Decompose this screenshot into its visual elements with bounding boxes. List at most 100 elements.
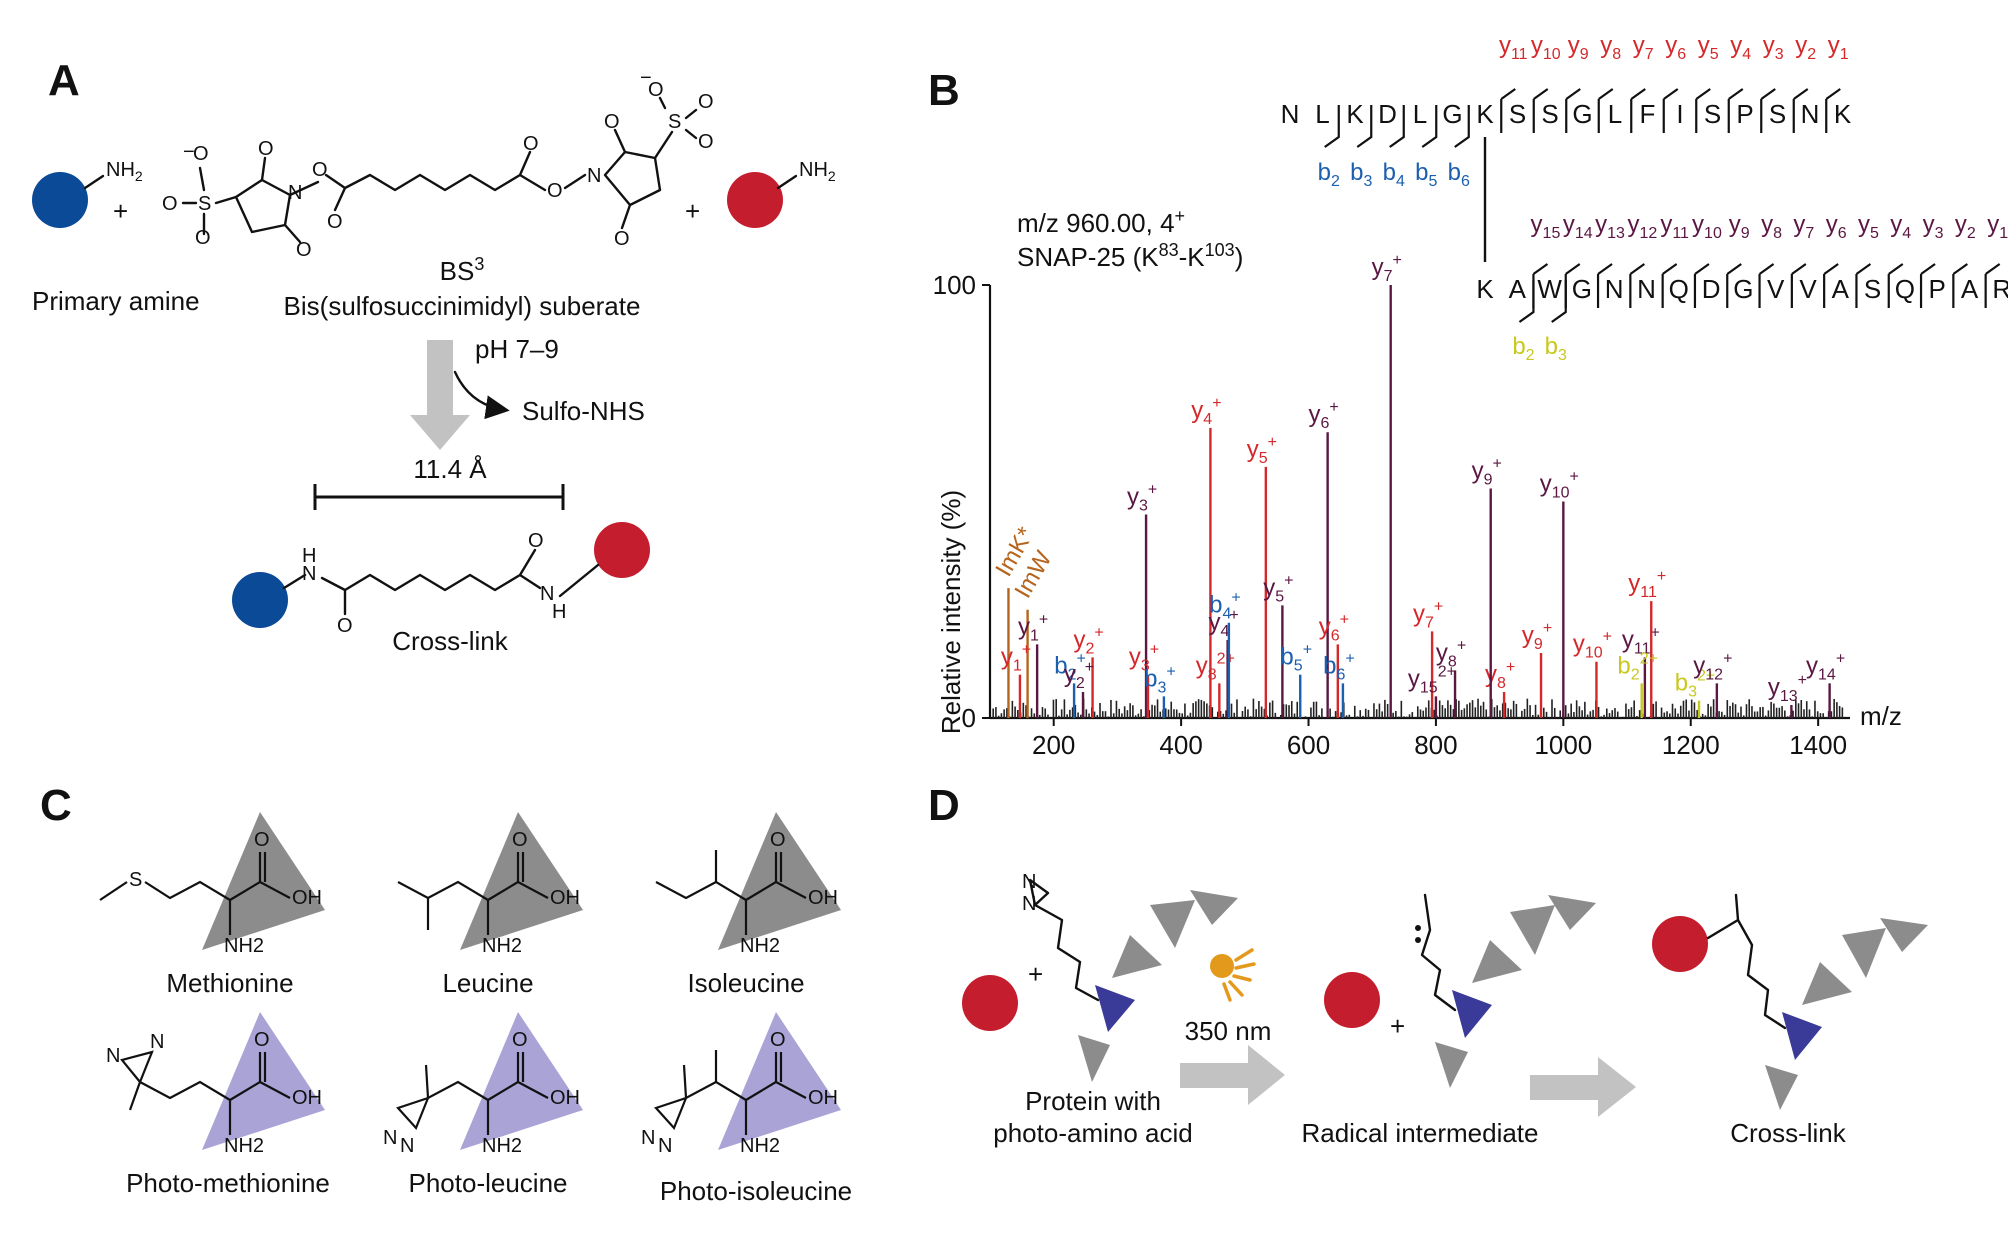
peak-label: y3+ — [1127, 481, 1157, 514]
y-axis-label: Relative intensity (%) — [936, 490, 966, 734]
pep2-y-ion: y8 — [1761, 211, 1782, 242]
peptide1-residue: N — [1281, 99, 1300, 129]
peak-label: y6+ — [1319, 611, 1349, 644]
peak-label: y2+ — [1064, 659, 1094, 692]
atom-o: O — [254, 1029, 270, 1051]
peak-label: y1+ — [1001, 642, 1031, 675]
backbone-triangle — [718, 1012, 841, 1150]
pep2-b-ion: b3 — [1545, 333, 1567, 364]
side-chain — [655, 850, 747, 901]
peptide2-residue: V — [1767, 274, 1785, 304]
atom-o: O — [604, 111, 620, 133]
peak-label: y11+ — [1628, 568, 1666, 601]
atom-n: N — [641, 1127, 655, 1149]
pep1-y-ion: y4 — [1730, 32, 1751, 63]
peak-label: b6+ — [1323, 650, 1355, 683]
atom-n: N — [106, 1045, 120, 1067]
pep1-b-ion: b2 — [1318, 159, 1340, 190]
side-chain — [654, 1050, 747, 1131]
y-tick-label: 100 — [933, 270, 976, 300]
photo-residue-triangle — [1095, 985, 1135, 1032]
peak-label: b22+ — [1617, 650, 1658, 683]
peptide2-residue: R — [1992, 274, 2008, 304]
product-blue-circle — [232, 572, 288, 628]
atom-n: N — [150, 1031, 164, 1053]
atom-o: O — [770, 1029, 786, 1051]
pep2-b-ion: b2 — [1512, 333, 1534, 364]
atom-oh: OH — [808, 887, 838, 909]
peak-label: y14+ — [1806, 650, 1845, 683]
peak-label: y8+ — [1436, 637, 1466, 670]
peptide2-residue: D — [1702, 274, 1721, 304]
crosslinked-protein — [1706, 893, 1928, 1110]
atom-o: O — [195, 227, 211, 249]
atom-nh2: NH2 — [740, 935, 780, 957]
peptide1-residue: K — [1834, 99, 1852, 129]
backbone-triangle — [460, 1012, 583, 1150]
peak-label: y152+ — [1408, 663, 1456, 696]
peptide1-residue: N — [1801, 99, 1820, 129]
peak-label: y1+ — [1018, 611, 1048, 644]
x-axis-label: m/z — [1860, 701, 1902, 731]
peak-label: y8+ — [1485, 659, 1515, 692]
pep1-y-ion: y11 — [1499, 32, 1528, 63]
atom-h: H — [552, 601, 566, 623]
ph-label: pH 7–9 — [475, 334, 559, 364]
atom-o: O — [258, 138, 274, 160]
peak-label: y4+ — [1208, 607, 1238, 640]
atom-nh2: NH2 — [482, 1135, 522, 1157]
atom-oh: OH — [292, 887, 322, 909]
plus-d1: + — [1028, 959, 1043, 989]
peak-label: y13+ — [1768, 672, 1807, 705]
panel-a: A NH2 + − O O S O O O N O O O O N — [32, 56, 836, 656]
atom-oh: OH — [808, 1087, 838, 1109]
peptide2-residue: G — [1572, 274, 1592, 304]
pep2-y-ion: y2 — [1955, 211, 1976, 242]
distance-label: 11.4 Å — [413, 454, 487, 484]
peak-label: y4+ — [1191, 395, 1221, 428]
product-red-circle — [594, 522, 650, 578]
atom-n: N — [540, 583, 554, 605]
pep2-y-ion: y10 — [1692, 211, 1722, 242]
peptide2-residue: S — [1864, 274, 1881, 304]
uv-arrow — [1180, 1045, 1285, 1105]
peak-label: y7+ — [1372, 252, 1402, 285]
amino-acid-name: Methionine — [166, 968, 293, 998]
amino-acid-name: Isoleucine — [687, 968, 804, 998]
peptide2-residue: W — [1537, 274, 1562, 304]
amino-acid-name: Leucine — [442, 968, 533, 998]
peak-label: y5+ — [1263, 572, 1293, 605]
peptide1-residue: S — [1704, 99, 1721, 129]
peak-label: b4+ — [1209, 590, 1241, 623]
peak-label: b5+ — [1280, 642, 1312, 675]
plus-d2: + — [1390, 1011, 1405, 1041]
amino-acid-Leucine: O OH NH2 Leucine — [397, 812, 583, 998]
panel-label-c: C — [40, 781, 72, 830]
x-tick-label: 1400 — [1789, 730, 1847, 760]
peak-label: y3+ — [1129, 642, 1159, 675]
amino-acid-Photo-leucine: O OH NH2 N N Photo-leucine — [383, 1012, 583, 1198]
leaving-arrow — [453, 370, 510, 420]
x-tick-label: 400 — [1159, 730, 1202, 760]
pep1-b-ion: b4 — [1383, 159, 1405, 190]
bs3-full-name: Bis(sulfosuccinimidyl) suberate — [284, 291, 641, 321]
atom-n: N — [302, 563, 316, 585]
panel-label-a: A — [48, 56, 80, 105]
peptide2-residue: Q — [1669, 274, 1689, 304]
peptide1-residue: S — [1541, 99, 1558, 129]
radical-protein — [1415, 893, 1596, 1088]
peptide2-residue: A — [1832, 274, 1850, 304]
peak-label: y5+ — [1247, 434, 1277, 467]
atom-o: O — [312, 159, 328, 181]
atom-o: O — [296, 239, 312, 261]
atom-n: N — [288, 182, 302, 204]
atom-o: O — [337, 615, 353, 637]
primary-amine-label: Primary amine — [32, 286, 200, 316]
amino-acid-structures: O OH NH2 S Methionine O OH NH2 Leucine O OH NH2 Isol… — [99, 812, 852, 1206]
peptide2-residue: A — [1961, 274, 1979, 304]
atom-o: O — [698, 91, 714, 113]
pep2-y-ion: y14 — [1563, 211, 1593, 242]
y-tick-label: 0 — [962, 703, 976, 733]
wavelength-label: 350 nm — [1185, 1016, 1272, 1046]
